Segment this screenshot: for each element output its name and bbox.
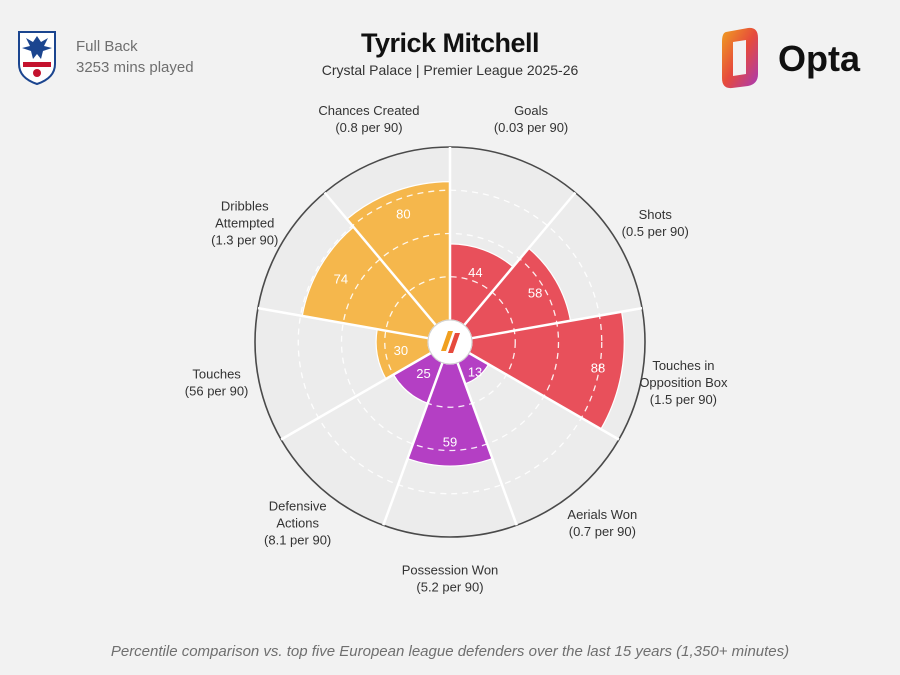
value-label: 80 [396,206,410,221]
spoke [382,362,444,526]
category-label: Goals (0.03 per 90) [494,103,568,135]
opta-wordmark: Opta [778,38,861,79]
grid-ring [384,276,516,408]
value-label: 88 [591,361,605,376]
title-block: Tyrick Mitchell Crystal Palace | Premier… [0,28,900,78]
player-position: Full Back [76,38,138,55]
spoke [257,306,429,340]
spoke [323,191,437,326]
opta-logo-icon: Opta [722,27,861,89]
value-label: 30 [394,343,408,358]
crystal-palace-crest-icon [18,31,56,86]
category-label: Shots (0.5 per 90) [622,207,689,239]
grid-ring [297,189,603,495]
player-meta: Full Back 3253 mins played [76,36,194,78]
value-label: 59 [443,435,457,450]
opta-center-mark-icon [427,319,473,365]
value-label: 74 [334,271,348,286]
spoke [456,362,518,526]
spoke [468,351,620,441]
chart-title: Tyrick Mitchell [360,28,540,58]
category-label: Touches in Opposition Box (1.5 per 90) [639,358,728,407]
category-label: Defensive Actions (8.1 per 90) [264,499,331,548]
category-label: Aerials Won (0.7 per 90) [567,507,637,539]
category-label: Touches (56 per 90) [185,367,249,399]
chart-subtitle: Crystal Palace | Premier League 2025-26 [321,62,579,78]
category-label: Dribbles Attempted (1.3 per 90) [211,199,278,248]
category-label: Chances Created (0.8 per 90) [318,103,419,135]
footnote: Percentile comparison vs. top five Europ… [110,643,790,660]
category-label: Possession Won (5.2 per 90) [402,563,499,595]
spoke [280,351,432,441]
value-label: 58 [528,285,542,300]
spoke [471,306,643,340]
spoke [463,191,577,326]
value-label: 13 [468,364,482,379]
center-mark-stroke [448,333,460,353]
minutes-played: 3253 mins played [76,59,194,76]
value-label: 44 [468,265,482,280]
value-label: 25 [416,366,430,381]
center-mark-stroke [441,331,453,351]
